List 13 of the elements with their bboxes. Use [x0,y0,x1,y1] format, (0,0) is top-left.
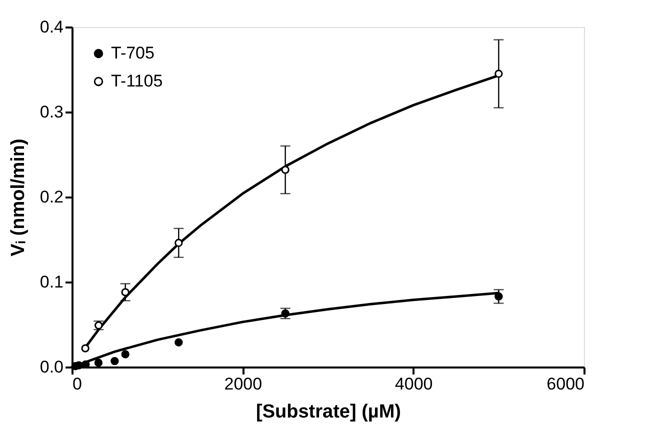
x-tick-label: 0 [72,374,82,394]
y-tick-label: 0.0 [40,358,64,376]
y-tick-label: 0.1 [40,272,64,292]
legend-label: T-705 [111,44,154,62]
legend-label: T-1105 [111,72,163,90]
y-axis-title: Vᵢ (nmol/min) [8,138,29,256]
x-axis-title: [Substrate] (µM) [256,402,401,422]
x-tick-label: 6000 [546,374,584,394]
x-tick-label: 2000 [224,374,262,394]
y-tick-label: 0.2 [40,188,64,206]
y-tick-label: 0.3 [40,102,64,122]
y-tick-label: 0.4 [40,18,64,36]
x-tick-label: 4000 [394,374,433,394]
